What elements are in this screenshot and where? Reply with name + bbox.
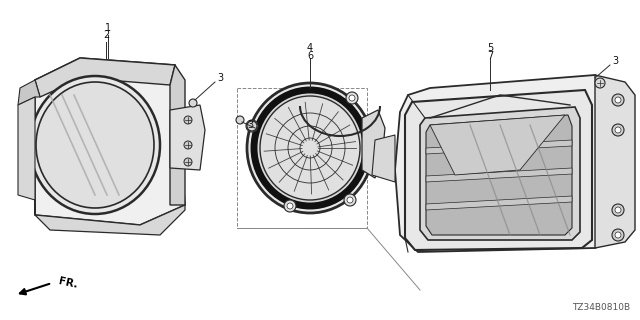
Circle shape: [249, 123, 255, 129]
Circle shape: [612, 124, 624, 136]
Text: 2: 2: [103, 30, 109, 40]
Polygon shape: [405, 90, 592, 250]
Ellipse shape: [260, 96, 360, 200]
Text: 4: 4: [307, 43, 313, 53]
Ellipse shape: [36, 82, 154, 208]
Ellipse shape: [254, 90, 366, 206]
Circle shape: [246, 120, 258, 132]
Text: 3: 3: [247, 120, 253, 130]
Ellipse shape: [247, 83, 373, 213]
Bar: [237, 88, 367, 228]
Polygon shape: [362, 110, 385, 178]
Polygon shape: [420, 107, 580, 240]
Polygon shape: [18, 80, 40, 105]
Polygon shape: [170, 105, 205, 170]
Circle shape: [612, 94, 624, 106]
Text: 3: 3: [612, 56, 618, 66]
Circle shape: [236, 116, 244, 124]
Circle shape: [287, 203, 293, 209]
Polygon shape: [395, 75, 622, 252]
Circle shape: [346, 92, 358, 104]
Polygon shape: [430, 115, 565, 175]
Polygon shape: [426, 140, 572, 154]
Circle shape: [612, 204, 624, 216]
Polygon shape: [426, 196, 572, 210]
Polygon shape: [35, 58, 185, 225]
Text: 3: 3: [217, 73, 223, 83]
Circle shape: [595, 78, 605, 88]
Ellipse shape: [30, 76, 160, 214]
Circle shape: [344, 194, 356, 206]
Text: 7: 7: [487, 51, 493, 61]
Polygon shape: [35, 58, 175, 97]
Circle shape: [184, 158, 192, 166]
Text: FR.: FR.: [58, 276, 79, 290]
Circle shape: [284, 200, 296, 212]
Text: TZ34B0810B: TZ34B0810B: [572, 303, 630, 312]
Polygon shape: [170, 65, 185, 205]
Text: 6: 6: [307, 51, 313, 61]
Circle shape: [612, 229, 624, 241]
Circle shape: [184, 116, 192, 124]
Polygon shape: [426, 168, 572, 182]
Circle shape: [615, 207, 621, 213]
Polygon shape: [372, 135, 395, 182]
Circle shape: [349, 95, 355, 101]
Circle shape: [347, 197, 353, 203]
Text: 5: 5: [487, 43, 493, 53]
Circle shape: [615, 232, 621, 238]
Polygon shape: [426, 115, 572, 235]
Polygon shape: [18, 97, 35, 215]
Circle shape: [615, 97, 621, 103]
Circle shape: [189, 99, 197, 107]
Polygon shape: [595, 75, 635, 248]
Polygon shape: [35, 205, 185, 235]
Circle shape: [615, 127, 621, 133]
Circle shape: [247, 121, 257, 131]
Text: 1: 1: [105, 23, 111, 33]
Circle shape: [184, 141, 192, 149]
